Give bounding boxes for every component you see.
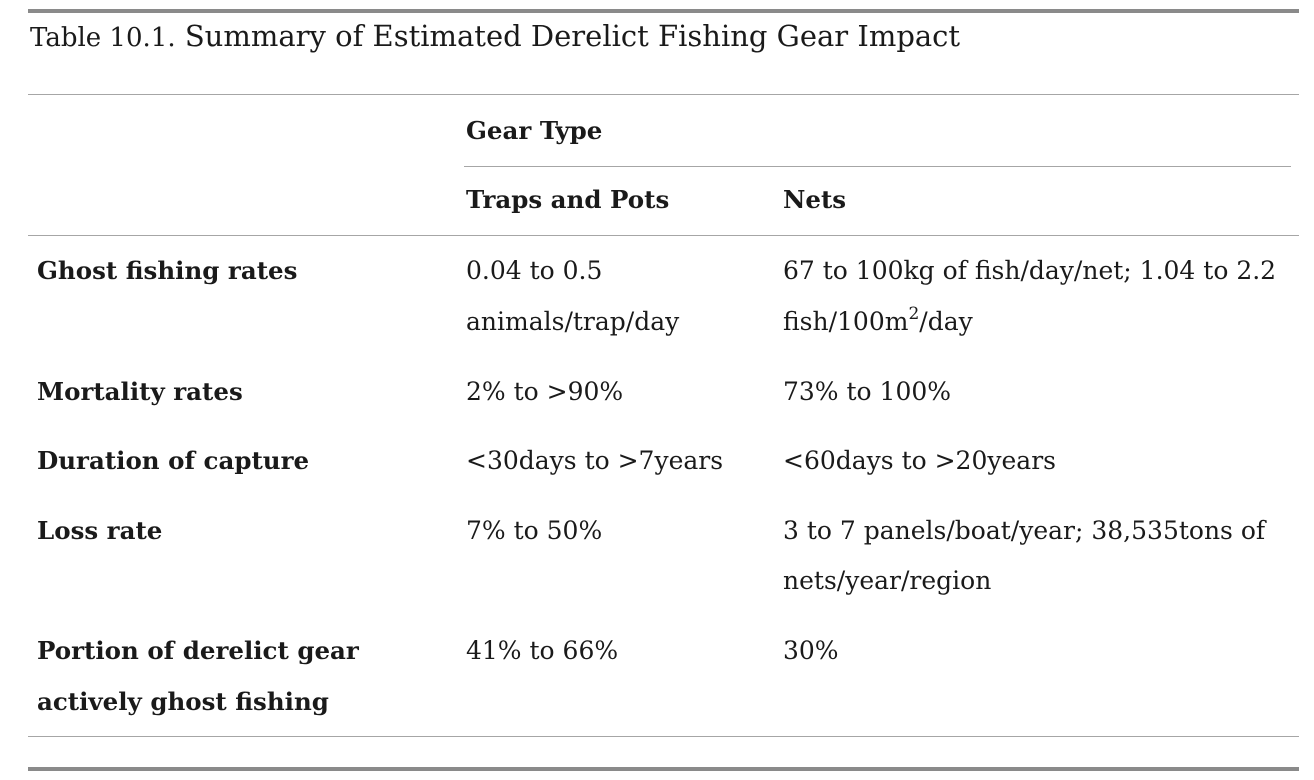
column-header-nets: Nets [783, 185, 847, 214]
table-top-rule [28, 9, 1299, 13]
row-label-loss-rate: Loss rate [37, 516, 163, 545]
cell-nets-loss-rate-line2: nets/year/region [783, 566, 992, 595]
column-header-traps: Traps and Pots [466, 185, 670, 214]
header-top-rule [28, 94, 1299, 95]
cell-traps-portion: 41% to 66% [466, 636, 619, 665]
row-label-ghost-fishing: Ghost fishing rates [37, 256, 298, 285]
row-label-duration: Duration of capture [37, 446, 310, 475]
cell-nets-mortality: 73% to 100% [783, 377, 952, 406]
nets-ghost-fishing-superscript: 2 [908, 304, 920, 324]
caption-title: Summary of Estimated Derelict Fishing Ge… [184, 19, 961, 53]
nets-ghost-fishing-suffix: /day [919, 307, 973, 336]
table-body-bottom-rule [28, 736, 1299, 737]
cell-nets-duration: <60days to >20years [783, 446, 1056, 475]
table-caption: Table 10.1. Summary of Estimated Derelic… [30, 17, 960, 57]
cell-nets-ghost-fishing-line2: fish/100m2/day [783, 296, 973, 347]
row-label-mortality: Mortality rates [37, 377, 243, 406]
row-label-portion-line1: Portion of derelict gear [37, 636, 359, 665]
cell-traps-ghost-fishing-line1: 0.04 to 0.5 [466, 256, 603, 285]
cell-traps-duration: <30days to >7years [466, 446, 724, 475]
header-bottom-rule [28, 235, 1299, 236]
nets-ghost-fishing-unit: fish/100m [783, 307, 909, 336]
cell-traps-mortality: 2% to >90% [466, 377, 624, 406]
cell-nets-ghost-fishing-line1: 67 to 100kg of fish/day/net; 1.04 to 2.2 [783, 256, 1277, 285]
cell-traps-ghost-fishing-line2: animals/trap/day [466, 307, 680, 336]
group-header-gear-type: Gear Type [466, 116, 603, 145]
cell-traps-loss-rate: 7% to 50% [466, 516, 603, 545]
caption-label: Table 10.1. [30, 23, 176, 53]
cell-nets-loss-rate-line1: 3 to 7 panels/boat/year; 38,535tons of [783, 516, 1266, 545]
group-header-rule [464, 166, 1291, 167]
row-label-portion-line2: actively ghost fishing [37, 687, 329, 716]
table-bottom-rule [28, 767, 1299, 771]
cell-nets-portion: 30% [783, 636, 839, 665]
